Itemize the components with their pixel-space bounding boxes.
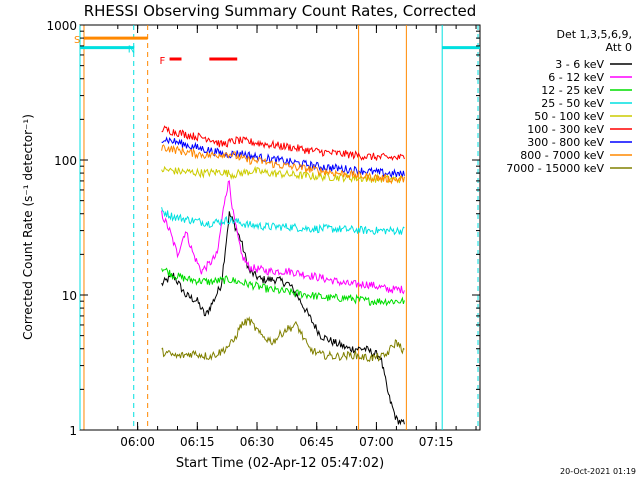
y-tick-label: 1 [69, 424, 77, 438]
x-tick-label: 07:00 [359, 435, 394, 449]
chart-title: RHESSI Observing Summary Count Rates, Co… [84, 2, 477, 20]
y-tick-label: 100 [54, 154, 77, 168]
legend-header-line1: Det 1,3,5,6,9, [556, 28, 632, 41]
series-line-7 [161, 136, 405, 179]
x-tick-label: 06:00 [120, 435, 155, 449]
legend-header-line2: Att 0 [606, 41, 632, 54]
series-line-2 [161, 180, 405, 295]
vertical-markers [79, 25, 479, 430]
series-line-5 [161, 165, 405, 184]
series-line-4 [161, 207, 405, 236]
flag-label-s: S [74, 35, 80, 46]
series-layer [161, 125, 405, 426]
legend-label: 25 - 50 keV [541, 97, 604, 110]
legend-label: 50 - 100 keV [534, 110, 604, 123]
legend-label: 100 - 300 keV [527, 123, 604, 136]
series-line-3 [161, 267, 405, 307]
axes: 06:00 06:15 06:30 06:45 07:00 07:15 1 10 100 1000 [46, 19, 480, 449]
series-line-8 [161, 144, 405, 185]
y-tick-label: 1000 [46, 19, 77, 33]
legend-label: 300 - 800 keV [527, 136, 604, 149]
flag-markers: S N F [74, 35, 480, 67]
x-tick-label: 07:15 [419, 435, 454, 449]
y-axis-label: Corrected Count Rate (s⁻¹ detector⁻¹) [21, 114, 35, 340]
series-line-9 [161, 316, 405, 363]
x-axis-label: Start Time (02-Apr-12 05:47:02) [176, 456, 384, 471]
legend-label: 7000 - 15000 keV [506, 162, 604, 175]
series-line-6 [161, 125, 405, 161]
x-tick-label: 06:45 [299, 435, 334, 449]
x-tick-label: 06:30 [240, 435, 275, 449]
footer-date: 20-Oct-2021 01:19 [560, 467, 636, 476]
flag-label-n: N [128, 45, 135, 56]
x-tick-label: 06:15 [180, 435, 215, 449]
legend-label: 6 - 12 keV [548, 71, 604, 84]
flag-label-f: F [160, 56, 166, 67]
y-tick-label: 10 [62, 289, 77, 303]
series-line-1 [161, 211, 405, 426]
legend-label: 3 - 6 keV [555, 58, 604, 71]
legend-label: 800 - 7000 keV [520, 149, 604, 162]
legend-label: 12 - 25 keV [541, 84, 604, 97]
